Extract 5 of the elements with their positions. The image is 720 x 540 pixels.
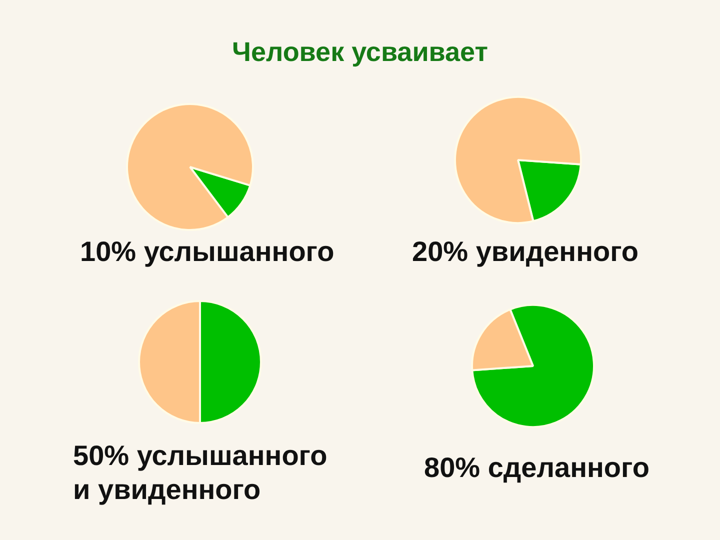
text: 80% сделанного (424, 451, 650, 485)
text: 10% услышанного (80, 235, 336, 269)
text: 50% услышанного и увиденного (73, 439, 328, 507)
text: 20% увиденного (412, 235, 640, 269)
text: Человек усваивает (231, 36, 489, 68)
